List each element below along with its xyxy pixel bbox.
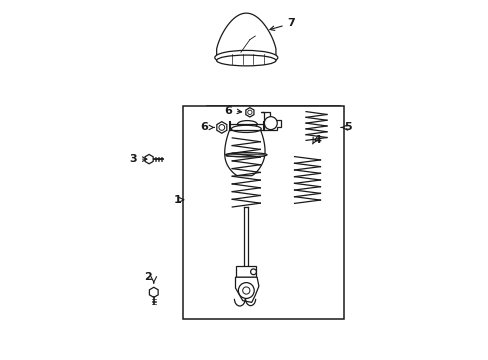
Polygon shape [245, 108, 253, 117]
Polygon shape [216, 13, 275, 58]
Circle shape [250, 269, 256, 275]
Circle shape [242, 287, 249, 294]
Circle shape [247, 110, 251, 114]
Polygon shape [216, 122, 226, 133]
Ellipse shape [214, 50, 277, 65]
Bar [206, 106, 339, 148]
Ellipse shape [216, 55, 275, 66]
Circle shape [264, 117, 277, 130]
Polygon shape [260, 112, 280, 130]
Text: 7: 7 [269, 18, 295, 31]
Text: 4: 4 [313, 135, 321, 145]
Text: 1: 1 [173, 195, 181, 205]
Polygon shape [149, 287, 158, 297]
Text: 3: 3 [129, 154, 146, 164]
Text: 6: 6 [200, 122, 214, 132]
Ellipse shape [237, 121, 257, 128]
Text: 5: 5 [344, 122, 351, 132]
Polygon shape [235, 277, 258, 302]
Circle shape [238, 283, 254, 298]
Polygon shape [145, 154, 153, 164]
Text: 6: 6 [224, 105, 241, 116]
Bar [236, 266, 256, 277]
Text: 2: 2 [144, 272, 152, 282]
Ellipse shape [225, 153, 266, 157]
Polygon shape [224, 129, 264, 176]
Ellipse shape [231, 125, 261, 132]
Circle shape [219, 125, 224, 130]
Bar [183, 106, 343, 319]
